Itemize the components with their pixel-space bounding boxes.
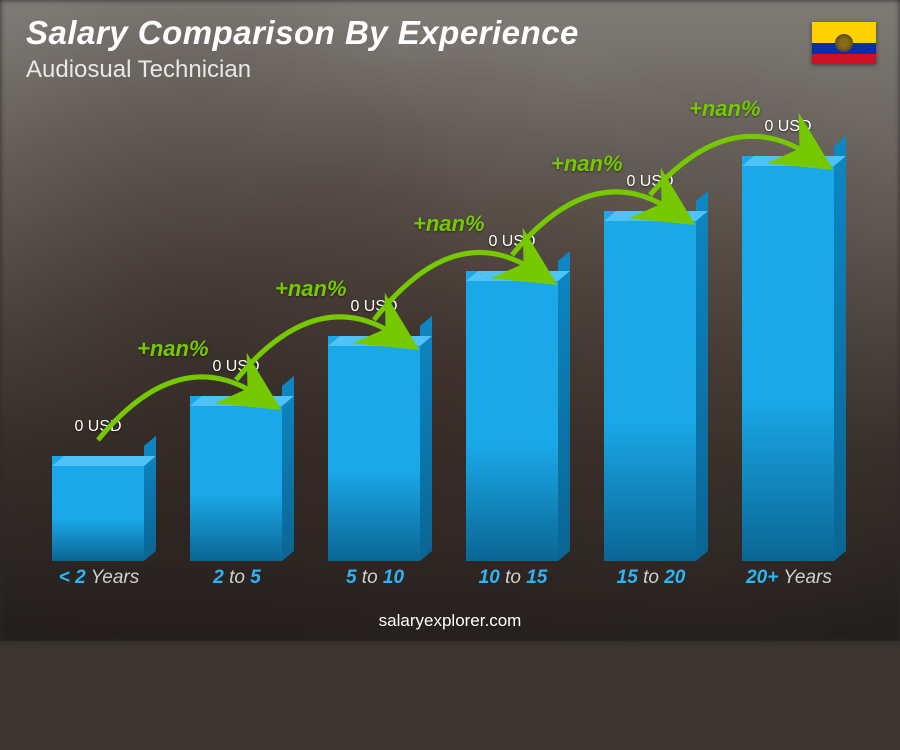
growth-delta-label: +nan% bbox=[689, 96, 761, 122]
bar: 0 USD bbox=[466, 271, 558, 561]
growth-delta-label: +nan% bbox=[275, 276, 347, 302]
growth-delta-label: +nan% bbox=[137, 336, 209, 362]
bar-value-label: 0 USD bbox=[488, 233, 535, 251]
bar: 0 USD bbox=[52, 456, 144, 561]
country-flag-ecuador bbox=[812, 22, 876, 64]
growth-delta-label: +nan% bbox=[551, 151, 623, 177]
bar-value-label: 0 USD bbox=[212, 358, 259, 376]
bar: 0 USD bbox=[328, 336, 420, 561]
bar-value-label: 0 USD bbox=[626, 173, 673, 191]
bar-value-label: 0 USD bbox=[74, 418, 121, 436]
page-title: Salary Comparison By Experience bbox=[26, 14, 579, 52]
bar: 0 USD bbox=[742, 156, 834, 561]
x-axis-label: 10 to 15 bbox=[444, 567, 582, 589]
x-axis-label: 20+ Years bbox=[720, 567, 858, 589]
growth-delta-label: +nan% bbox=[413, 211, 485, 237]
bar-value-label: 0 USD bbox=[350, 298, 397, 316]
content-layer: Salary Comparison By Experience Audiosua… bbox=[0, 0, 900, 641]
bar: 0 USD bbox=[190, 396, 282, 561]
bar-chart: 0 USD< 2 Years0 USD2 to 5 +nan%0 USD5 to… bbox=[30, 109, 860, 589]
page-subtitle: Audiosual Technician bbox=[26, 56, 251, 84]
x-axis-label: 2 to 5 bbox=[168, 567, 306, 589]
x-axis-label: 5 to 10 bbox=[306, 567, 444, 589]
x-axis-label: 15 to 20 bbox=[582, 567, 720, 589]
bar-value-label: 0 USD bbox=[764, 118, 811, 136]
bar: 0 USD bbox=[604, 211, 696, 561]
x-axis-label: < 2 Years bbox=[30, 567, 168, 589]
footer-attribution: salaryexplorer.com bbox=[0, 611, 900, 631]
